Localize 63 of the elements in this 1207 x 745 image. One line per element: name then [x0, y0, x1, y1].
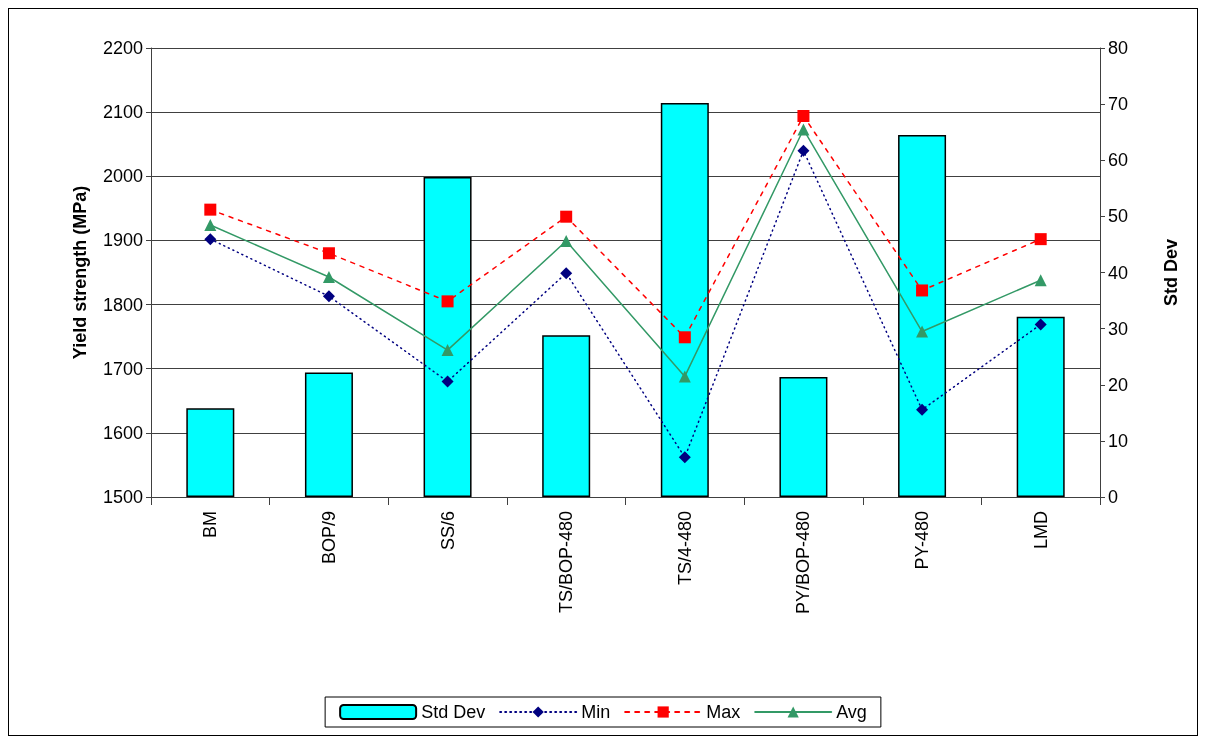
bar: [779, 376, 828, 497]
y2-tick-label: 10: [1108, 430, 1129, 451]
y2-tick-label: 60: [1108, 150, 1129, 171]
y-tick-label: 1800: [102, 294, 143, 315]
legend-label: Avg: [836, 702, 867, 722]
legend-label: Max: [706, 702, 741, 722]
point: [797, 144, 810, 157]
y2-tick-label: 20: [1108, 374, 1129, 395]
point: [1034, 274, 1047, 287]
x-tick-label: LMD: [1030, 511, 1051, 550]
point: [204, 233, 217, 246]
point: [204, 203, 217, 216]
y2-tick-label: 50: [1108, 206, 1129, 227]
point: [441, 295, 454, 308]
y-tick-label: 1700: [102, 358, 143, 379]
y2-tick-label: 70: [1108, 94, 1129, 115]
point: [1034, 318, 1047, 331]
x-tick-label: BOP/9: [318, 511, 339, 565]
y2-tick-label: 30: [1108, 318, 1129, 339]
point: [797, 109, 810, 122]
point: [322, 247, 335, 260]
x-tick-label: SS/6: [437, 511, 458, 551]
bar: [423, 177, 472, 497]
y2-tick-label: 0: [1108, 487, 1119, 507]
x-tick-label: TS/4-480: [674, 511, 695, 586]
point: [322, 290, 335, 303]
y-tick-label: 2100: [102, 102, 143, 123]
point: [322, 270, 335, 283]
y-tick-label: 1600: [102, 422, 143, 443]
legend-label: Min: [581, 702, 611, 722]
point: [441, 375, 454, 388]
point: [916, 284, 929, 297]
y-tick-label: 1500: [102, 487, 143, 507]
y-axis-title: Yield strength (MPa): [70, 185, 90, 360]
y2-tick-label: 40: [1108, 262, 1129, 283]
y2-tick-label: 80: [1108, 38, 1129, 58]
bar: [660, 103, 709, 497]
bar: [304, 372, 353, 497]
y2-axis-title: Std Dev: [1161, 238, 1181, 307]
bar: [898, 134, 947, 497]
point: [204, 219, 217, 232]
point: [678, 331, 691, 344]
point: [560, 267, 573, 280]
bar: [542, 335, 591, 497]
point: [1034, 233, 1047, 246]
x-tick-label: PY/BOP-480: [793, 511, 814, 615]
bar: [186, 408, 235, 497]
point: [916, 403, 929, 416]
point: [560, 210, 573, 223]
point: [560, 235, 573, 248]
y-tick-label: 2200: [102, 38, 143, 58]
y-tick-label: 1900: [102, 230, 143, 251]
point: [678, 451, 691, 464]
x-tick-label: TS/BOP-480: [556, 511, 577, 614]
point: [678, 370, 691, 383]
point: [441, 344, 454, 357]
y-tick-label: 2000: [102, 166, 143, 187]
legend-label: Std Dev: [421, 702, 486, 722]
x-tick-label: PY-480: [912, 511, 933, 570]
x-tick-label: BM: [200, 511, 221, 538]
bar: [1016, 316, 1065, 497]
point: [916, 325, 929, 338]
point: [797, 123, 810, 136]
